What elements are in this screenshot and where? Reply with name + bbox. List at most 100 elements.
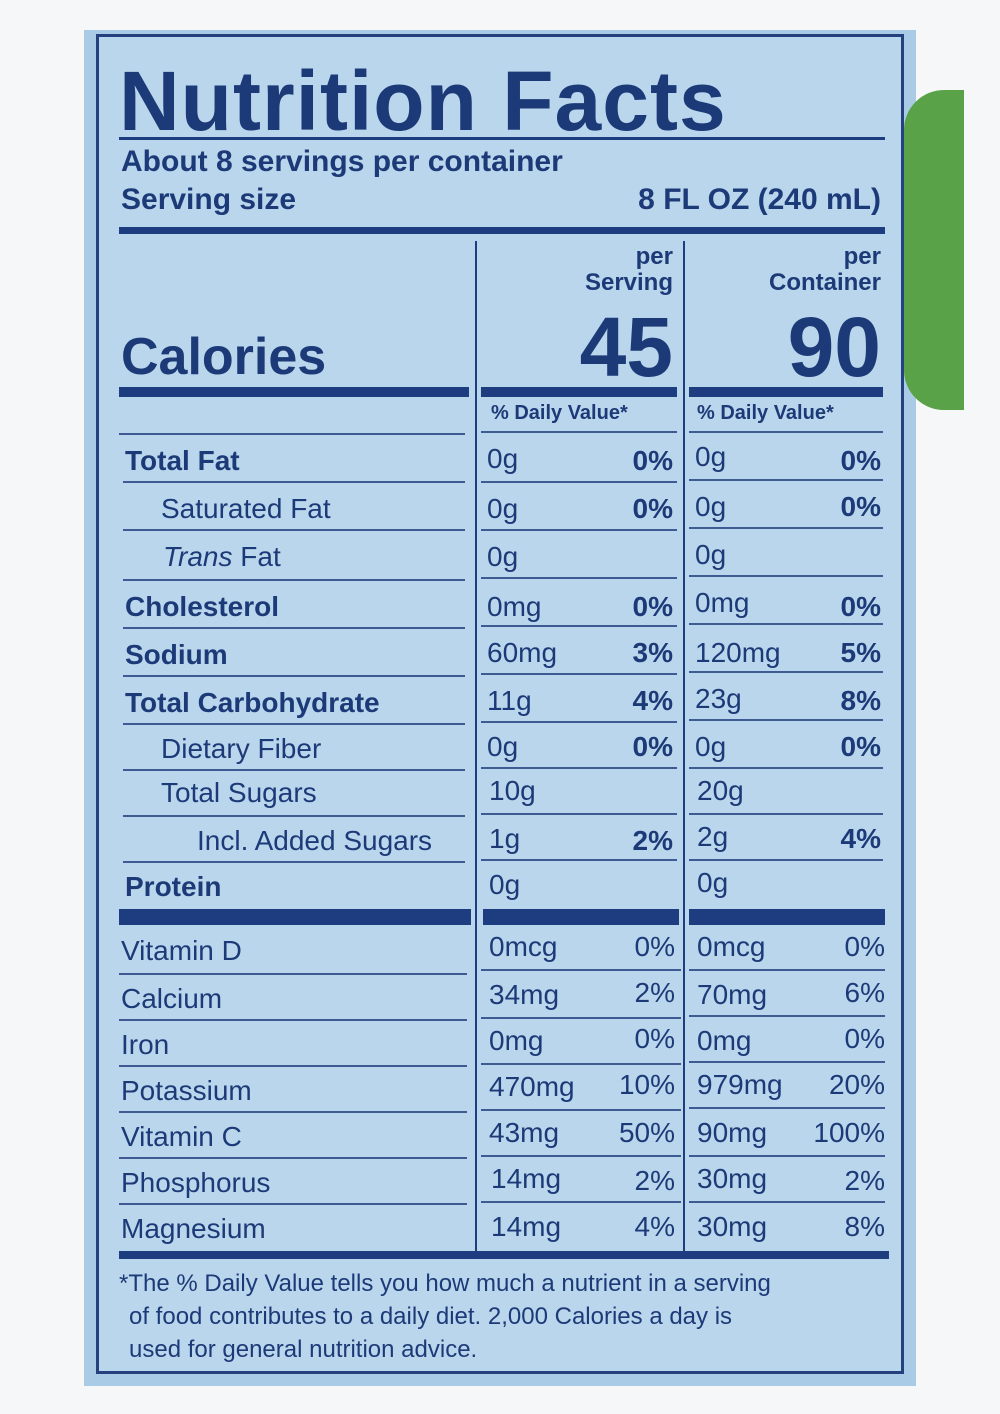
row-rule xyxy=(119,1065,467,1067)
nutrient-name: Trans Fat xyxy=(163,541,281,573)
vitamin-container-amount: 30mg xyxy=(697,1163,768,1194)
nutrient-serving-amount: 0g xyxy=(487,443,519,474)
footnote-line-2: of food contributes to a daily diet. 2,0… xyxy=(129,1303,733,1330)
row-rule xyxy=(481,625,677,627)
row-rule xyxy=(481,813,677,815)
nutrient-serving-dv: 0% xyxy=(632,731,673,762)
daily-value-header-container: % Daily Value* xyxy=(697,402,834,424)
row-rule xyxy=(481,1201,681,1203)
calories-rule-right xyxy=(689,387,883,397)
row-rule xyxy=(119,1111,467,1113)
row-rule xyxy=(689,719,883,721)
vitamin-container-dv: 8% xyxy=(844,1211,885,1242)
nutrient-serving-amount: 10g xyxy=(489,775,536,806)
column-divider-right xyxy=(683,241,685,1255)
nutrient-container-amount: 0g xyxy=(697,867,729,898)
nutrient-container-amount: 0g xyxy=(695,491,727,522)
row-rule xyxy=(689,671,883,673)
per-container-header-2: Container xyxy=(768,269,881,296)
nutrient-serving-amount: 60mg xyxy=(487,637,558,668)
nutrient-serving-amount: 0g xyxy=(489,869,521,900)
nutrient-serving-amount: 11g xyxy=(487,685,532,716)
nutrition-facts-label: Nutrition Facts About 8 servings per con… xyxy=(96,34,904,1374)
vitamin-serving-amount: 43mg xyxy=(489,1117,560,1148)
nutrient-name: Total Carbohydrate xyxy=(125,687,380,718)
row-rule xyxy=(123,579,465,581)
vitamin-serving-dv: 2% xyxy=(634,1165,675,1196)
row-rule xyxy=(123,815,465,817)
nutrient-container-dv: 0% xyxy=(840,491,881,522)
row-rule xyxy=(119,1203,467,1205)
vitamins-rule-mid xyxy=(483,909,679,925)
vitamin-serving-amount: 0mcg xyxy=(489,931,558,962)
nutrient-container-amount: 0mg xyxy=(695,587,750,618)
title-rule xyxy=(119,137,885,140)
row-rule xyxy=(689,1107,885,1109)
nutrient-container-amount: 0g xyxy=(695,539,727,570)
vitamin-name: Iron xyxy=(121,1029,170,1060)
nutrient-serving-amount: 0g xyxy=(487,541,519,572)
nutrient-container-amount: 2g xyxy=(697,821,729,852)
vitamin-name: Magnesium xyxy=(121,1213,266,1244)
nutrient-serving-amount: 0g xyxy=(487,731,519,762)
daily-value-header-serving: % Daily Value* xyxy=(491,402,628,424)
nutrient-container-amount: 23g xyxy=(695,683,742,714)
vitamin-name: Calcium xyxy=(121,983,223,1014)
footnote: *The % Daily Value tells you how much a … xyxy=(119,1267,889,1366)
row-rule xyxy=(119,1157,467,1159)
vitamin-container-amount: 90mg xyxy=(697,1117,768,1148)
row-rule xyxy=(481,577,677,579)
column-divider-left xyxy=(475,241,477,1255)
nutrient-container-dv: 5% xyxy=(840,637,881,668)
nutrient-name: Cholesterol xyxy=(125,591,280,622)
row-rule xyxy=(481,859,677,861)
nutrient-serving-dv: 0% xyxy=(632,591,673,622)
row-rule xyxy=(119,1019,467,1021)
row-rule xyxy=(481,673,677,675)
leaf-graphic xyxy=(904,90,964,410)
nutrient-name: Incl. Added Sugars xyxy=(197,825,433,856)
nutrient-serving-dv: 2% xyxy=(632,825,673,856)
serving-size-value: 8 FL OZ (240 mL) xyxy=(638,183,881,216)
vitamin-serving-dv: 0% xyxy=(634,1023,675,1054)
vitamins-rule-left xyxy=(119,909,471,925)
nutrient-container-dv: 4% xyxy=(840,823,881,854)
nutrient-container-amount: 20g xyxy=(697,775,744,806)
nutrient-serving-dv: 3% xyxy=(632,637,673,668)
row-rule xyxy=(481,1109,681,1111)
per-serving-header-2: Serving xyxy=(584,269,673,296)
nutrient-serving-amount: 0g xyxy=(487,493,519,524)
nutrient-name: Protein xyxy=(125,871,222,902)
row-rule xyxy=(689,479,883,481)
nutrient-name: Total Sugars xyxy=(161,777,317,808)
vitamin-serving-amount: 14mg xyxy=(491,1211,562,1242)
dv-rule-right xyxy=(689,431,883,433)
row-rule xyxy=(119,973,467,975)
nutrient-container-dv: 0% xyxy=(840,445,881,476)
row-rule xyxy=(689,527,883,529)
row-rule xyxy=(689,859,883,861)
vitamin-serving-dv: 4% xyxy=(634,1211,675,1242)
nutrient-container-amount: 0g xyxy=(695,441,727,472)
row-rule xyxy=(481,1017,681,1019)
vitamin-serving-dv: 0% xyxy=(634,931,675,962)
vitamin-serving-amount: 470mg xyxy=(489,1071,575,1102)
calories-label: Calories xyxy=(121,328,327,386)
vitamin-container-amount: 70mg xyxy=(697,979,768,1010)
row-rule xyxy=(481,529,677,531)
row-rule xyxy=(689,1015,885,1017)
label-title: Nutrition Facts xyxy=(119,54,727,148)
row-rule xyxy=(481,767,677,769)
row-rule xyxy=(689,767,883,769)
nutrient-serving-dv: 0% xyxy=(632,493,673,524)
row-rule xyxy=(689,623,883,625)
footnote-rule xyxy=(119,1251,889,1259)
row-rule xyxy=(123,627,465,629)
nutrient-serving-dv: 0% xyxy=(632,445,673,476)
vitamin-serving-dv: 50% xyxy=(618,1117,675,1148)
nutrient-container-dv: 0% xyxy=(840,731,881,762)
vitamin-name: Vitamin D xyxy=(121,935,242,966)
row-rule xyxy=(689,969,885,971)
trans-rest: Fat xyxy=(232,541,281,572)
per-serving-header-1: per xyxy=(635,243,673,270)
